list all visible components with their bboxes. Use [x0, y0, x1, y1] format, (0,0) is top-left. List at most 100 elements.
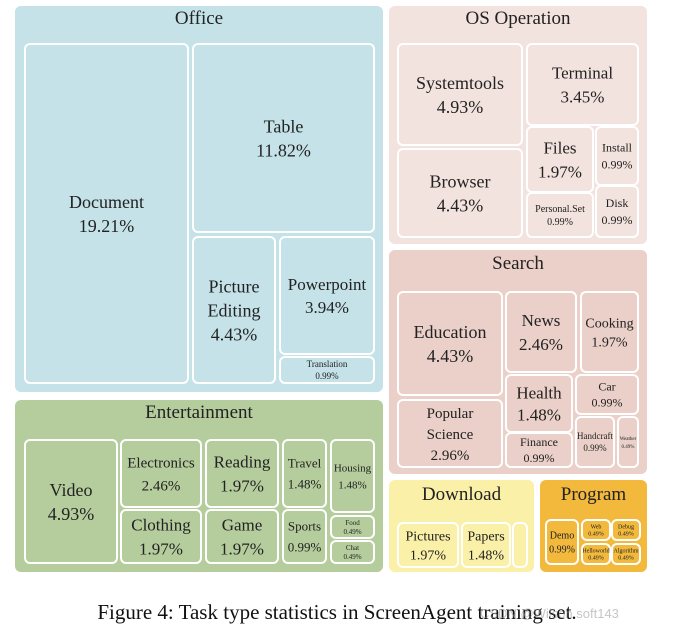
leaf-label-car: Car: [598, 380, 615, 394]
leaf-label-helloworld: Helloworld: [582, 549, 609, 555]
leaf-box-chat: [330, 540, 375, 564]
leaf-box-debug: [611, 519, 641, 541]
leaf-box-weather: [617, 416, 639, 468]
leaf-disk: Disk 0.99%: [595, 185, 639, 238]
group-os-operation: OS Operation Systemtools 4.93% Terminal 3.45…: [389, 6, 647, 244]
leaf-label-browser: Browser: [430, 171, 491, 191]
leaf-cooking: Cooking 1.97%: [580, 291, 639, 373]
leaf-label-housing: Housing: [334, 462, 372, 474]
group-title-os-operation: OS Operation: [465, 8, 571, 29]
leaf-translation: Translation 0.99%: [279, 356, 375, 384]
leaf-game: Game 1.97%: [205, 509, 279, 564]
leaf-travel: Travel 1.48%: [282, 439, 327, 508]
group-entertainment: Entertainment Video 4.93% Electronics 2.46% R…: [15, 400, 383, 572]
leaf-label-demo: Demo: [550, 531, 574, 542]
group-title-download: Download: [422, 484, 502, 505]
leaf-label-pictures: Pictures: [405, 529, 450, 544]
leaf-label-health: Health: [516, 383, 562, 402]
leaf-clothing: Clothing 1.97%: [120, 509, 202, 564]
leaf-label-papers: Papers: [467, 529, 504, 544]
watermark-text: CSDN @Wilson soft143: [480, 606, 619, 621]
leaf-electronics: Electronics 2.46%: [120, 439, 202, 508]
leaf-value-cooking: 1.97%: [591, 335, 628, 350]
leaf-popular-science: Popular Science 2.96%: [397, 399, 503, 468]
leaf-files: Files 1.97%: [526, 126, 594, 193]
leaf-label-electronics: Electronics: [127, 455, 195, 471]
leaf-label-install: Install: [602, 141, 633, 155]
leaf-label-picture-editing: Editing: [208, 300, 261, 320]
leaf-box-cooking: [580, 291, 639, 373]
leaf-value-systemtools: 4.93%: [437, 97, 484, 117]
leaf-value-files: 1.97%: [538, 162, 582, 181]
leaf-label-systemtools: Systemtools: [416, 73, 504, 93]
leaf-box-education: [397, 291, 503, 396]
leaf-label-food: Food: [345, 519, 360, 527]
leaf-label-personal-set: Personal.Set: [535, 204, 585, 215]
leaf-personal-set: Personal.Set 0.99%: [526, 192, 594, 238]
leaf-label-finance: Finance: [520, 435, 558, 449]
leaf-label-picture-editing: Picture: [209, 276, 260, 296]
leaf-value-table: 11.82%: [256, 140, 311, 160]
leaf-label-weather: Weather: [620, 437, 637, 442]
figure-caption: Figure 4: Task type statistics in Screen…: [97, 600, 577, 624]
leaf-systemtools: Systemtools 4.93%: [397, 43, 523, 146]
leaf-label-popular-science: Science: [427, 427, 474, 443]
treemap-chart: Office Document 19.21% Table 11.82% Picture Ed…: [15, 6, 647, 572]
leaf-browser: Browser 4.43%: [397, 148, 523, 238]
leaf-box-browser: [397, 148, 523, 238]
leaf-powerpoint: Powerpoint 3.94%: [279, 236, 375, 355]
leaf-value-chat: 0.49%: [343, 553, 361, 561]
group-title-program: Program: [561, 484, 627, 505]
leaf-education: Education 4.43%: [397, 291, 503, 396]
leaf-box-files: [526, 126, 594, 193]
leaf-value-car: 0.99%: [592, 396, 623, 410]
leaf-value-powerpoint: 3.94%: [305, 298, 349, 317]
leaf-table: Table 11.82%: [192, 43, 375, 233]
leaf-video: Video 4.93%: [24, 439, 118, 564]
leaf-label-popular-science: Popular: [427, 406, 474, 422]
leaf-box-reading: [205, 439, 279, 508]
leaf-sports: Sports 0.99%: [282, 509, 327, 564]
leaf-label-web: Web: [591, 525, 602, 531]
leaf-housing: Housing 1.48%: [330, 439, 375, 513]
leaf-value-news: 2.46%: [519, 335, 563, 354]
leaf-box-document: [24, 43, 189, 384]
leaf-label-disk: Disk: [606, 196, 629, 210]
leaf-label-files: Files: [543, 138, 576, 157]
leaf-value-algorithm: 0.49%: [618, 556, 634, 562]
leaf-value-electronics: 2.46%: [142, 478, 181, 494]
leaf-demo: Demo 0.99%: [545, 519, 579, 565]
leaf-value-video: 4.93%: [48, 504, 95, 524]
leaf-value-food: 0.49%: [343, 528, 361, 536]
leaf-value-document: 19.21%: [79, 216, 135, 236]
leaf-value-finance: 0.99%: [524, 451, 555, 465]
leaf-value-health: 1.48%: [517, 405, 561, 424]
leaf-value-picture-editing: 4.43%: [211, 324, 258, 344]
leaf-label-debug: Debug: [618, 525, 634, 531]
leaf-value-pictures: 1.97%: [410, 548, 447, 563]
leaf-box-systemtools: [397, 43, 523, 146]
leaf-pictures: Pictures 1.97%: [397, 522, 459, 568]
leaf-terminal: Terminal 3.45%: [526, 43, 639, 126]
leaf-car: Car 0.99%: [575, 374, 639, 415]
leaf-box-electronics: [120, 439, 202, 508]
leaf-box-terminal: [526, 43, 639, 126]
leaf-box-finance: [505, 432, 573, 468]
leaf-value-browser: 4.43%: [437, 195, 484, 215]
group-download: Download Pictures 1.97% Papers 1.48%: [389, 480, 534, 572]
group-title-search: Search: [492, 253, 544, 274]
leaf-value-personal-set: 0.99%: [547, 217, 573, 228]
leaf-box-game: [205, 509, 279, 564]
leaf-value-disk: 0.99%: [602, 213, 633, 227]
leaf-label-handcraft: Handcraft: [577, 431, 613, 441]
leaf-label-document: Document: [69, 192, 144, 212]
leaf-box-clothing: [120, 509, 202, 564]
leaf-box-video: [24, 439, 118, 564]
leaf-box-news: [505, 291, 577, 373]
leaf-box-pictures: [397, 522, 459, 568]
